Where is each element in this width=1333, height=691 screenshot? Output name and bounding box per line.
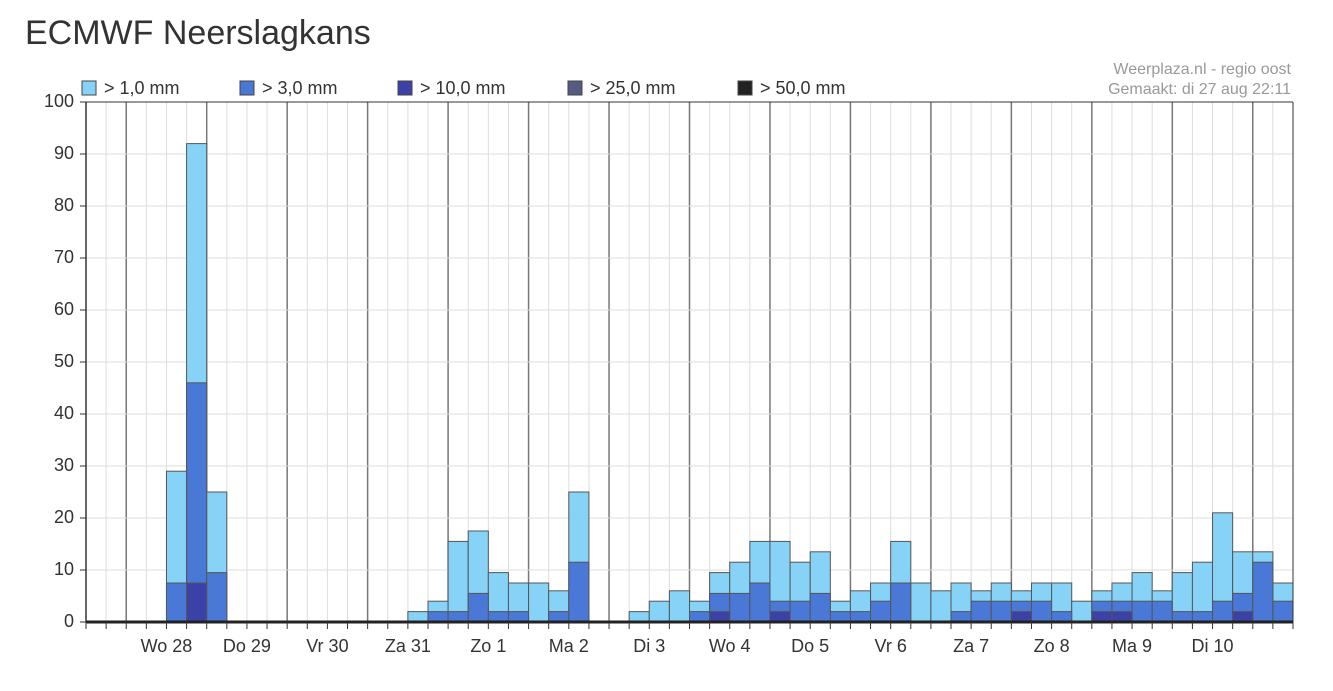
x-tick-label: Vr 30 [306, 636, 348, 656]
legend-swatch [737, 80, 753, 96]
bar [447, 540, 469, 623]
y-tick-label: 100 [44, 91, 74, 111]
bar [729, 592, 751, 623]
bar [165, 582, 188, 623]
bar [890, 582, 912, 623]
x-tick-label: Za 7 [953, 636, 989, 656]
bar [568, 561, 590, 623]
bar [186, 582, 208, 623]
chart-title: ECMWF Neerslagkans [25, 14, 371, 52]
bar [1232, 611, 1254, 623]
bar [829, 611, 851, 623]
y-tick-label: 20 [54, 507, 74, 527]
y-tick-label: 10 [54, 559, 74, 579]
bar [1191, 611, 1214, 623]
bar [1151, 600, 1173, 623]
x-tick-label: Do 5 [791, 636, 829, 656]
bar [447, 611, 469, 623]
legend-swatch [239, 80, 255, 96]
legend-label: > 50,0 mm [760, 78, 846, 98]
bar [206, 572, 228, 623]
bar [1051, 611, 1073, 623]
bar [809, 592, 831, 623]
legend-label: > 25,0 mm [590, 78, 676, 98]
x-tick-label: Zo 8 [1034, 636, 1070, 656]
legend-label: > 1,0 mm [104, 78, 180, 98]
bar [427, 611, 449, 623]
bar [1111, 611, 1133, 623]
bar [1212, 600, 1234, 623]
y-tick-label: 50 [54, 351, 74, 371]
x-tick-label: Ma 9 [1112, 636, 1152, 656]
bar [870, 600, 892, 623]
bar [528, 582, 550, 623]
bar [950, 611, 972, 623]
x-tick-label: Di 10 [1192, 636, 1234, 656]
y-tick-label: 40 [54, 403, 74, 423]
y-tick-label: 70 [54, 247, 74, 267]
bar [628, 611, 650, 623]
bar [668, 590, 691, 623]
y-tick-label: 30 [54, 455, 74, 475]
x-tick-label: Zo 1 [470, 636, 506, 656]
y-tick-label: 60 [54, 299, 74, 319]
bar [1091, 611, 1113, 623]
bar [789, 600, 811, 623]
created-note: Gemaakt: di 27 aug 22:11 [1108, 81, 1291, 98]
bar [990, 600, 1012, 623]
x-tick-label: Ma 2 [549, 636, 589, 656]
bar [849, 611, 872, 623]
x-tick-label: Di 3 [633, 636, 665, 656]
bar [1272, 600, 1294, 623]
bar [1131, 600, 1153, 623]
legend-swatch [81, 80, 97, 96]
bar [1171, 611, 1193, 623]
bar [1071, 600, 1093, 623]
y-tick-label: 80 [54, 195, 74, 215]
bar [709, 611, 731, 623]
legend-label: > 3,0 mm [262, 78, 338, 98]
bar [467, 592, 489, 623]
bar [749, 582, 771, 623]
x-tick-label: Do 29 [223, 636, 271, 656]
bar [648, 600, 670, 623]
legend-swatch [397, 80, 413, 96]
bar [487, 611, 509, 623]
y-tick-label: 90 [54, 143, 74, 163]
y-tick-label: 0 [64, 611, 74, 631]
bar [930, 590, 952, 623]
bar [689, 611, 711, 623]
x-tick-label: Vr 6 [874, 636, 906, 656]
bar [970, 600, 992, 623]
bar [910, 582, 932, 623]
bar [548, 611, 570, 623]
bar [1252, 561, 1274, 623]
legend-swatch [567, 80, 583, 96]
bar [1010, 611, 1032, 623]
bar [1030, 600, 1053, 623]
bar [407, 611, 429, 623]
source-note: Weerplaza.nl - regio oost [1113, 61, 1291, 78]
legend-label: > 10,0 mm [420, 78, 506, 98]
x-tick-label: Wo 28 [141, 636, 193, 656]
x-tick-label: Wo 4 [709, 636, 751, 656]
bar [769, 611, 791, 623]
x-tick-label: Za 31 [385, 636, 431, 656]
bar [507, 611, 530, 623]
